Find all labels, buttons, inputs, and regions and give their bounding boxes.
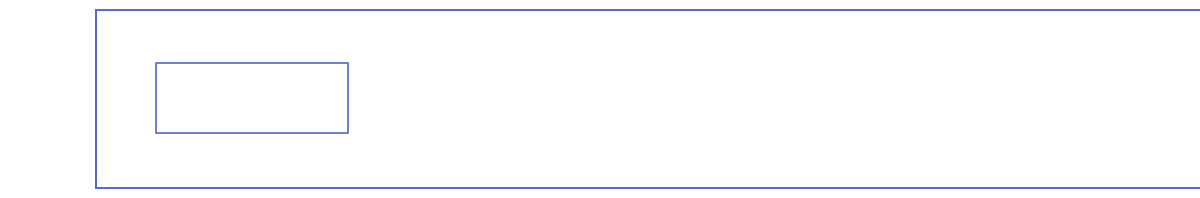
Text: J$\cdot$g$^{\mathbf{-1}}$$\cdot$K$^{\mathbf{-1}}$: J$\cdot$g$^{\mathbf{-1}}$$\cdot$K$^{\mat… <box>420 74 487 96</box>
